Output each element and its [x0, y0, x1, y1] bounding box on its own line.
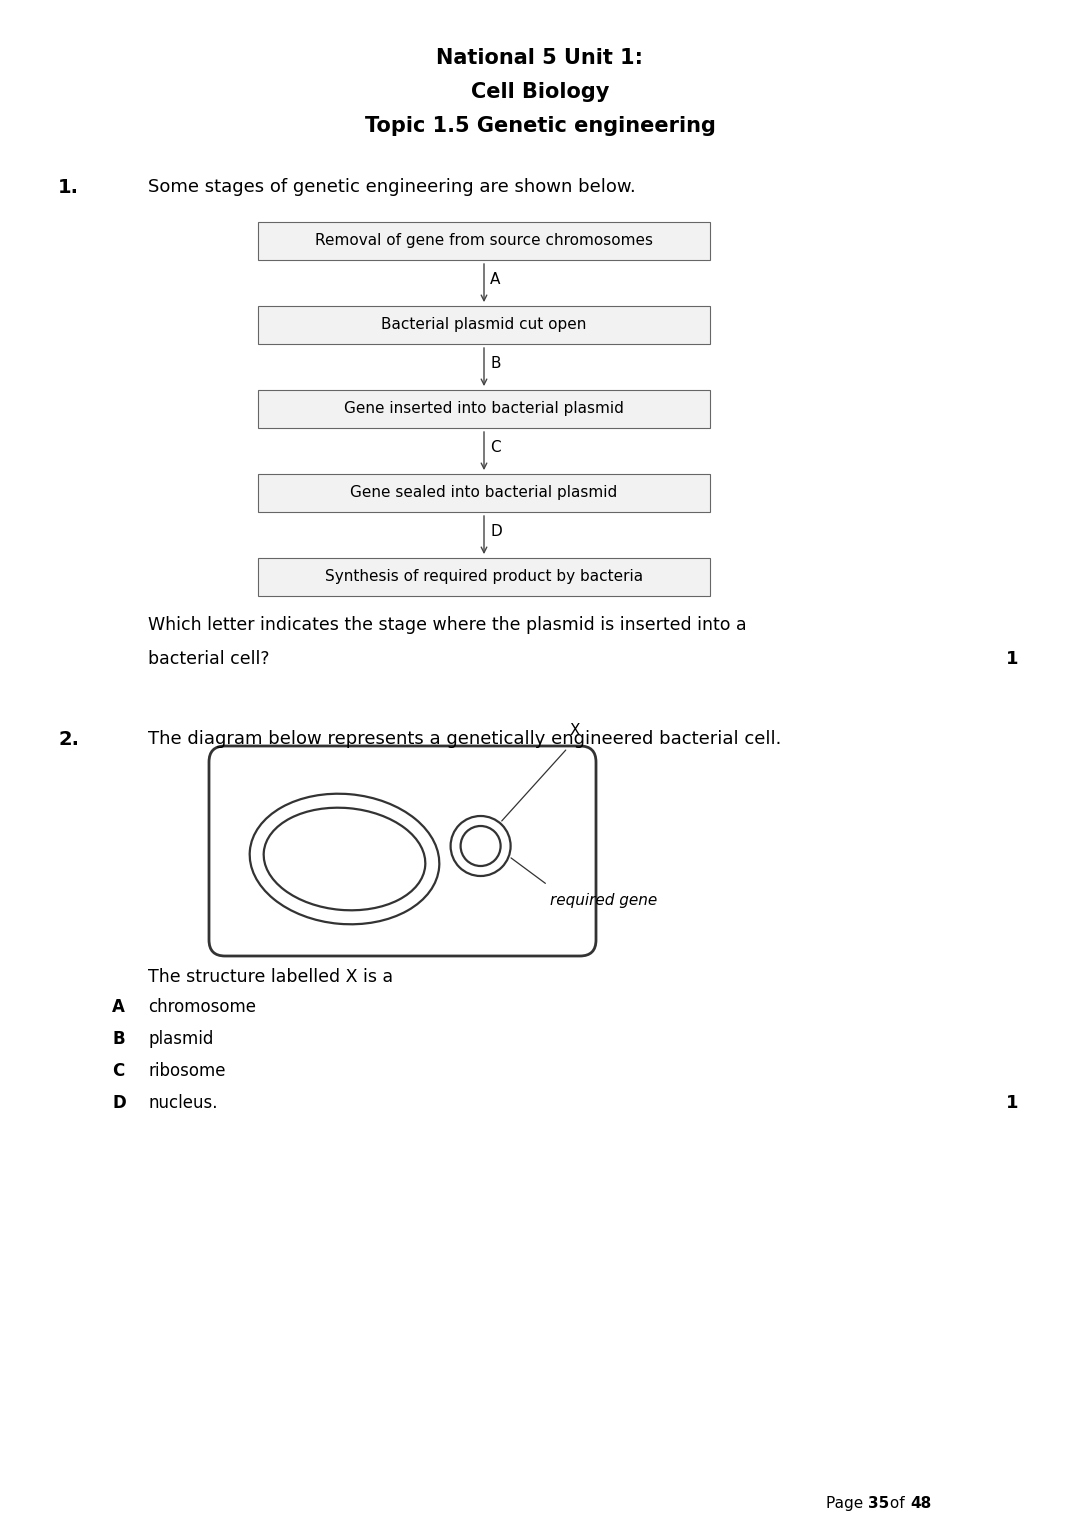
- Text: bacterial cell?: bacterial cell?: [148, 651, 270, 667]
- Text: ribosome: ribosome: [148, 1061, 226, 1080]
- Text: Some stages of genetic engineering are shown below.: Some stages of genetic engineering are s…: [148, 179, 636, 195]
- Text: of: of: [885, 1496, 909, 1512]
- Text: required gene: required gene: [550, 893, 657, 909]
- Text: chromosome: chromosome: [148, 999, 256, 1015]
- Text: plasmid: plasmid: [148, 1031, 214, 1048]
- Ellipse shape: [264, 808, 426, 910]
- Circle shape: [450, 815, 511, 876]
- Text: 35: 35: [868, 1496, 889, 1512]
- Text: A: A: [490, 272, 500, 287]
- Text: Which letter indicates the stage where the plasmid is inserted into a: Which letter indicates the stage where t…: [148, 615, 746, 634]
- Text: B: B: [490, 356, 500, 371]
- Text: The structure labelled X is a: The structure labelled X is a: [148, 968, 393, 986]
- Text: Bacterial plasmid cut open: Bacterial plasmid cut open: [381, 318, 586, 333]
- Text: 2.: 2.: [58, 730, 79, 750]
- Text: C: C: [112, 1061, 124, 1080]
- Text: National 5 Unit 1:: National 5 Unit 1:: [436, 47, 644, 69]
- FancyBboxPatch shape: [258, 557, 710, 596]
- Text: Cell Biology: Cell Biology: [471, 82, 609, 102]
- Circle shape: [460, 826, 501, 866]
- FancyBboxPatch shape: [210, 747, 596, 956]
- FancyBboxPatch shape: [258, 305, 710, 344]
- Text: 1: 1: [1005, 1093, 1018, 1112]
- Text: A: A: [112, 999, 125, 1015]
- Text: Synthesis of required product by bacteria: Synthesis of required product by bacteri…: [325, 570, 643, 585]
- Text: D: D: [490, 524, 502, 539]
- Text: Page: Page: [826, 1496, 868, 1512]
- Text: nucleus.: nucleus.: [148, 1093, 217, 1112]
- FancyBboxPatch shape: [258, 473, 710, 512]
- FancyBboxPatch shape: [258, 221, 710, 260]
- Text: 1.: 1.: [58, 179, 79, 197]
- FancyBboxPatch shape: [258, 389, 710, 428]
- Text: 48: 48: [910, 1496, 931, 1512]
- Text: B: B: [112, 1031, 124, 1048]
- Text: Gene inserted into bacterial plasmid: Gene inserted into bacterial plasmid: [345, 402, 624, 417]
- Text: The diagram below represents a genetically engineered bacterial cell.: The diagram below represents a genetical…: [148, 730, 781, 748]
- Text: 1: 1: [1005, 651, 1018, 667]
- Text: C: C: [490, 440, 501, 455]
- Ellipse shape: [249, 794, 440, 924]
- Text: D: D: [112, 1093, 125, 1112]
- Text: Gene sealed into bacterial plasmid: Gene sealed into bacterial plasmid: [350, 486, 618, 501]
- Text: Removal of gene from source chromosomes: Removal of gene from source chromosomes: [315, 234, 653, 249]
- Text: X: X: [569, 722, 580, 738]
- Text: Topic 1.5 Genetic engineering: Topic 1.5 Genetic engineering: [365, 116, 715, 136]
